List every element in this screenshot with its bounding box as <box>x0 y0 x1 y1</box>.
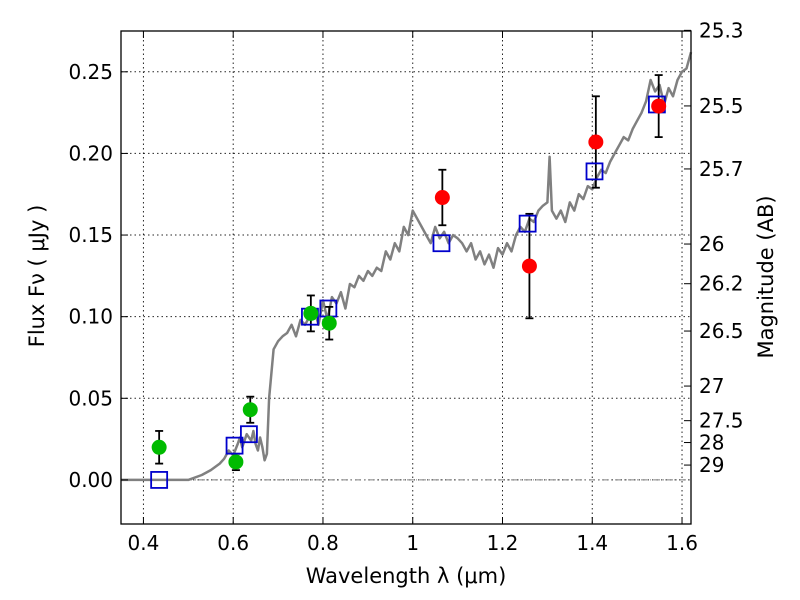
green-data-point <box>303 305 319 321</box>
model-spectrum-line <box>121 51 693 482</box>
y-tick-label: 0.25 <box>68 60 113 84</box>
right-tick-label: 25.3 <box>699 18 744 42</box>
y-tick-label: 0.10 <box>68 305 113 329</box>
x-tick-label: 1.2 <box>487 531 519 555</box>
red-data-point <box>588 134 604 150</box>
right-tick-label: 26.5 <box>699 319 744 343</box>
x-tick-label: 1 <box>406 531 419 555</box>
red-data-point <box>521 258 537 274</box>
right-tick-label: 27.5 <box>699 409 744 433</box>
right-tick-label: 28 <box>699 431 724 455</box>
x-tick-label: 1.6 <box>666 531 698 555</box>
plot-frame <box>120 30 692 525</box>
model-square-marker <box>240 425 258 444</box>
right-tick-label: 25.5 <box>699 94 744 118</box>
plot-area <box>121 51 693 489</box>
y-tick-label: 0.15 <box>68 223 113 247</box>
model-square-marker <box>518 214 537 233</box>
model-square-marker <box>432 234 451 253</box>
green-data-point <box>228 454 244 470</box>
model-square-marker <box>150 471 169 489</box>
model-square-marker <box>225 436 244 455</box>
x-tick-label: 0.8 <box>307 531 339 555</box>
red-data-point <box>434 190 450 206</box>
right-tick-label: 25.7 <box>699 157 744 181</box>
right-tick-label: 26.2 <box>699 272 744 296</box>
y-tick-label: 0.00 <box>68 468 113 492</box>
x-axis-label: Wavelength λ (μm) <box>306 564 507 588</box>
x-tick-label: 0.4 <box>128 531 160 555</box>
x-tick-label: 1.4 <box>576 531 608 555</box>
red-data-point <box>651 98 667 114</box>
axes-ticks: 0.4 0.6 0.8 1 1.2 1.4 1.6 0.00 0.05 0.10 0.15 0.20 0… <box>68 18 743 555</box>
green-data-point <box>242 402 258 418</box>
green-data-point <box>321 315 337 331</box>
grid <box>121 31 691 524</box>
y-tick-label: 0.20 <box>68 141 113 165</box>
x-tick-label: 0.6 <box>217 531 249 555</box>
right-tick-label: 29 <box>699 453 724 477</box>
green-data-point <box>151 439 167 455</box>
right-axis-label: Magnitude (AB) <box>754 195 778 358</box>
y-axis-label: Flux Fν ( μJy ) <box>25 205 49 348</box>
y-tick-label: 0.05 <box>68 386 113 410</box>
model-square-marker <box>585 162 604 181</box>
right-tick-label: 26 <box>699 232 724 256</box>
right-tick-label: 27 <box>699 374 724 398</box>
